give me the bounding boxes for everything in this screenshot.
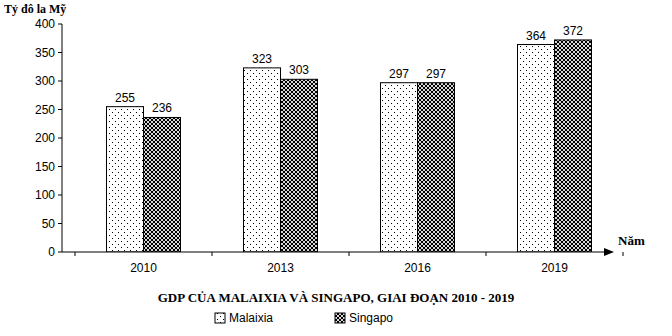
bar bbox=[518, 45, 555, 252]
bar bbox=[144, 117, 181, 252]
x-tick bbox=[623, 252, 624, 256]
y-tick-label: 100 bbox=[35, 188, 55, 202]
legend-swatch bbox=[215, 313, 225, 323]
y-tick bbox=[58, 223, 62, 224]
bars bbox=[107, 40, 592, 252]
x-tick-label: 2010 bbox=[130, 261, 157, 275]
bar bbox=[244, 68, 281, 252]
y-tick-label: 300 bbox=[35, 74, 55, 88]
y-tick bbox=[58, 81, 62, 82]
y-tick-label: 400 bbox=[35, 17, 55, 31]
y-tick bbox=[58, 195, 62, 196]
bar bbox=[418, 83, 455, 252]
y-tick-label: 0 bbox=[48, 245, 55, 259]
x-tick bbox=[486, 252, 487, 256]
x-axis-line bbox=[62, 252, 606, 253]
y-tick-label: 250 bbox=[35, 103, 55, 117]
x-tick bbox=[75, 252, 76, 256]
legend: Malaixia Singapo bbox=[215, 311, 393, 325]
y-tick bbox=[58, 138, 62, 139]
x-tick bbox=[349, 252, 350, 256]
x-tick-label: 2016 bbox=[404, 261, 431, 275]
x-axis-arrow bbox=[604, 248, 614, 256]
y-axis-label: Tỷ đô la Mỹ bbox=[4, 2, 66, 16]
x-tick bbox=[212, 252, 213, 256]
data-label: 323 bbox=[252, 52, 272, 66]
bar bbox=[381, 83, 418, 252]
bar bbox=[281, 79, 318, 252]
bar bbox=[555, 40, 592, 252]
data-label: 255 bbox=[115, 91, 135, 105]
y-tick bbox=[58, 252, 62, 253]
x-tick-label: 2013 bbox=[267, 261, 294, 275]
bar bbox=[107, 107, 144, 252]
legend-label: Malaixia bbox=[229, 311, 273, 325]
y-tick-label: 50 bbox=[42, 217, 56, 231]
y-tick-label: 200 bbox=[35, 131, 55, 145]
chart-svg: Tỷ đô la Mỹ 0 50 100 150 200 250 300 350 400 255 32… bbox=[0, 0, 672, 336]
data-label: 303 bbox=[289, 63, 309, 77]
y-tick-label: 350 bbox=[35, 46, 55, 60]
data-label: 364 bbox=[526, 29, 546, 43]
data-label: 236 bbox=[152, 101, 172, 115]
data-label: 372 bbox=[563, 24, 583, 38]
y-tick bbox=[58, 166, 62, 167]
chart-title: GDP CỦA MALAIXIA VÀ SINGAPO, GIAI ĐOẠN 2… bbox=[158, 290, 515, 305]
y-tick bbox=[58, 109, 62, 110]
y-tick bbox=[58, 52, 62, 53]
y-tick-label: 150 bbox=[35, 160, 55, 174]
data-label: 297 bbox=[389, 67, 409, 81]
data-labels: 255 323 297 364 236 303 297 372 bbox=[115, 24, 583, 116]
x-tick-label: 2019 bbox=[541, 261, 568, 275]
legend-swatch bbox=[335, 313, 345, 323]
legend-label: Singapo bbox=[349, 311, 393, 325]
x-axis-label: Năm bbox=[618, 233, 645, 248]
data-label: 297 bbox=[426, 67, 446, 81]
chart-container: Tỷ đô la Mỹ 0 50 100 150 200 250 300 350 400 255 32… bbox=[0, 0, 672, 336]
y-tick bbox=[58, 24, 62, 25]
